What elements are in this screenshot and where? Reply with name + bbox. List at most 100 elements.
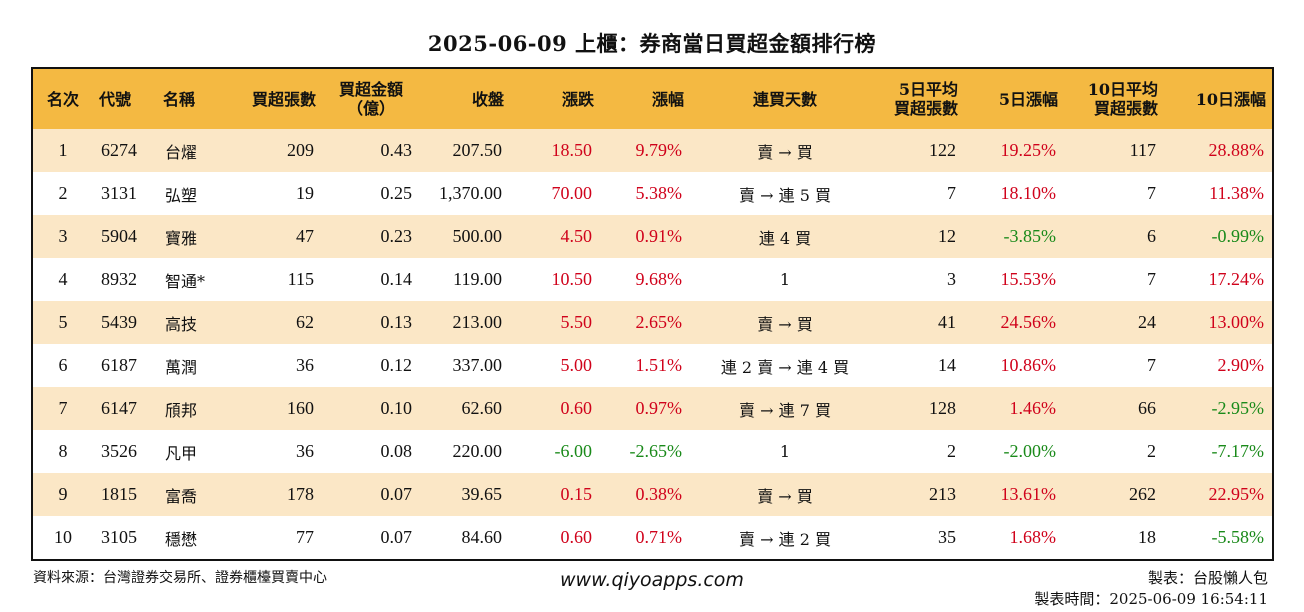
- cell-pct10: 22.95%: [1208, 484, 1265, 504]
- cell-net-buy-lots: 36: [296, 355, 314, 375]
- cell-avg10: 66: [1138, 398, 1156, 418]
- cell-net-buy-lots: 115: [287, 269, 314, 289]
- cell-change: 5.00: [560, 355, 593, 375]
- cell-net-buy-amount: 0.07: [380, 484, 413, 504]
- cell-pct10: 17.24%: [1208, 269, 1265, 289]
- cell-avg5: 41: [938, 312, 956, 332]
- table-row: 5 5439 高技 62 0.13 213.00 5.50 2.65% 賣 → 買 41 24.56…: [33, 301, 1272, 344]
- cell-avg10: 7: [1147, 183, 1156, 203]
- cell-pct5: 15.53%: [1000, 269, 1057, 289]
- cell-net-buy-lots: 19: [296, 183, 314, 203]
- header-net-buy-amount-line1: 買超金額: [338, 80, 403, 99]
- cell-avg5: 14: [938, 355, 956, 375]
- cell-pct5: 10.86%: [1000, 355, 1057, 375]
- table-row: 8 3526 凡甲 36 0.08 220.00 -6.00 -2.65% 1 2 -2.00% 2 -…: [33, 430, 1272, 473]
- header-net-buy-lots: 買超張數: [251, 89, 316, 109]
- cell-close: 62.60: [461, 398, 503, 418]
- cell-pct5: 24.56%: [1000, 312, 1057, 332]
- header-change-pct: 漲幅: [651, 89, 684, 109]
- cell-rank: 5: [58, 312, 68, 332]
- cell-name: 頎邦: [165, 400, 198, 420]
- cell-pct10: 28.88%: [1208, 140, 1265, 160]
- cell-change-pct: 9.68%: [635, 269, 683, 289]
- cell-close: 213.00: [452, 312, 503, 332]
- cell-close: 119.00: [453, 269, 502, 289]
- ranking-table: 名次 代號 名稱 買超張數 買超金額 （億） 收盤 漲跌 漲幅 連買天數 5日平…: [33, 69, 1272, 559]
- cell-change-pct: 0.91%: [635, 226, 683, 246]
- cell-pct5: 1.68%: [1009, 527, 1057, 547]
- cell-change: 4.50: [560, 226, 593, 246]
- cell-change-pct: 9.79%: [635, 140, 683, 160]
- cell-change: 0.60: [560, 527, 593, 547]
- cell-code: 6187: [101, 355, 137, 375]
- cell-rank: 8: [58, 441, 68, 461]
- cell-pct5: 18.10%: [1000, 183, 1057, 203]
- cell-avg10: 7: [1147, 355, 1156, 375]
- cell-avg5: 3: [947, 269, 956, 289]
- cell-name: 台燿: [165, 142, 198, 162]
- cell-rank: 9: [58, 484, 68, 504]
- cell-net-buy-amount: 0.07: [380, 527, 413, 547]
- cell-change: 10.50: [551, 269, 593, 289]
- table-row: 1 6274 台燿 209 0.43 207.50 18.50 9.79% 賣 → 買 122 19…: [33, 129, 1272, 172]
- cell-streak: 連 2 賣 → 連 4 買: [720, 357, 850, 377]
- cell-rank: 7: [58, 398, 68, 418]
- cell-change-pct: 5.38%: [635, 183, 683, 203]
- cell-code: 5904: [101, 226, 137, 246]
- cell-streak: 1: [779, 270, 791, 289]
- cell-change: 18.50: [551, 140, 593, 160]
- cell-code: 3526: [101, 441, 137, 461]
- cell-avg5: 213: [929, 484, 956, 504]
- cell-net-buy-amount: 0.12: [380, 355, 413, 375]
- cell-net-buy-lots: 178: [287, 484, 314, 504]
- cell-name: 富喬: [165, 486, 198, 506]
- cell-code: 3131: [101, 183, 137, 203]
- cell-code: 6274: [101, 140, 137, 160]
- website-link[interactable]: www.qiyoapps.com: [560, 569, 744, 591]
- cell-change-pct: 1.51%: [635, 355, 683, 375]
- cell-name: 寶雅: [165, 228, 198, 248]
- header-name: 名稱: [163, 89, 196, 109]
- cell-change: 0.15: [560, 484, 593, 504]
- header-net-buy-amount-line2: （億）: [346, 99, 395, 118]
- cell-close: 207.50: [452, 140, 503, 160]
- cell-change-pct: 2.65%: [635, 312, 683, 332]
- cell-avg5: 12: [938, 226, 956, 246]
- cell-code: 8932: [101, 269, 137, 289]
- table-row: 7 6147 頎邦 160 0.10 62.60 0.60 0.97% 賣 → 連 7 買 128…: [33, 387, 1272, 430]
- cell-net-buy-amount: 0.10: [380, 398, 413, 418]
- table-header-row: 名次 代號 名稱 買超張數 買超金額 （億） 收盤 漲跌 漲幅 連買天數 5日平…: [33, 69, 1272, 129]
- cell-pct10: -5.58%: [1211, 527, 1265, 547]
- cell-net-buy-amount: 0.08: [380, 441, 413, 461]
- cell-change: 0.60: [560, 398, 593, 418]
- maker-note: 製表：台股懶人包: [1147, 569, 1268, 587]
- cell-net-buy-lots: 77: [296, 527, 314, 547]
- cell-name: 智通*: [165, 271, 206, 291]
- data-source-note: 資料來源：台灣證券交易所、證券櫃檯買賣中心: [33, 570, 327, 586]
- cell-rank: 2: [58, 183, 68, 203]
- cell-avg10: 262: [1129, 484, 1156, 504]
- cell-avg5: 128: [929, 398, 956, 418]
- cell-change-pct: 0.71%: [635, 527, 683, 547]
- made-time-note: 製表時間：2025-06-09 16:54:11: [1034, 590, 1268, 608]
- cell-rank: 3: [58, 226, 68, 246]
- cell-code: 5439: [101, 312, 137, 332]
- header-pct10: 10日漲幅: [1195, 89, 1266, 109]
- cell-pct10: -7.17%: [1211, 441, 1265, 461]
- header-avg5-line2: 買超張數: [893, 99, 958, 118]
- cell-streak: 賣 → 連 5 買: [739, 185, 831, 205]
- cell-net-buy-lots: 47: [296, 226, 314, 246]
- header-avg10-line2: 買超張數: [1093, 99, 1158, 118]
- cell-avg10: 117: [1129, 140, 1156, 160]
- table-row: 6 6187 萬潤 36 0.12 337.00 5.00 1.51% 連 2 賣 → 連 4 …: [33, 344, 1272, 387]
- table-row: 3 5904 寶雅 47 0.23 500.00 4.50 0.91% 連 4 買 12 -3.85…: [33, 215, 1272, 258]
- cell-close: 1,370.00: [439, 183, 502, 203]
- cell-rank: 10: [54, 527, 72, 547]
- cell-pct10: 2.90%: [1217, 355, 1265, 375]
- cell-net-buy-lots: 36: [296, 441, 314, 461]
- cell-streak: 賣 → 連 7 買: [739, 400, 831, 420]
- cell-close: 39.65: [461, 484, 503, 504]
- cell-avg5: 2: [947, 441, 956, 461]
- table-body: 1 6274 台燿 209 0.43 207.50 18.50 9.79% 賣 → 買 122 19…: [33, 129, 1272, 559]
- cell-change-pct: 0.97%: [635, 398, 683, 418]
